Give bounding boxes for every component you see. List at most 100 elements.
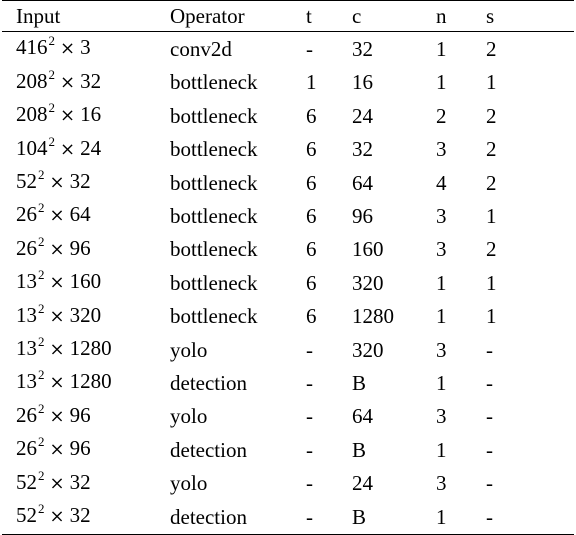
cell-c: 160	[352, 237, 384, 262]
input-base: 13	[16, 336, 37, 361]
cell-input: 522 × 32	[2, 166, 170, 199]
input-channels: 32	[69, 169, 91, 194]
cell-operator: yolo	[170, 337, 208, 362]
cell-n: 3	[436, 237, 447, 262]
table-row: 132 × 320 bottleneck 6 1280 1 1	[2, 300, 574, 333]
times-symbol: ×	[60, 71, 76, 93]
input-exponent: 2	[38, 334, 45, 350]
header-row: Input Operator t c n s	[2, 0, 574, 33]
cell-input: 4162 × 3	[2, 32, 170, 66]
times-symbol: ×	[49, 272, 65, 294]
cell-c: 32	[352, 137, 373, 162]
input-exponent: 2	[38, 434, 45, 450]
cell-input: 132 × 1280	[2, 366, 170, 399]
cell-input: 2082 × 16	[2, 99, 170, 132]
cell-t: -	[306, 471, 313, 496]
times-symbol: ×	[60, 138, 76, 160]
cell-t: 6	[306, 170, 317, 195]
table-body: 4162 × 3 conv2d -32 1 2 2082 × 32 bottleneck 1 16 1 1 2…	[2, 32, 574, 535]
input-channels: 1280	[69, 369, 112, 394]
times-symbol: ×	[49, 172, 65, 194]
cell-s: 2	[486, 103, 497, 128]
times-symbol: ×	[60, 105, 76, 127]
cell-s: -	[486, 471, 493, 496]
input-exponent: 2	[38, 367, 45, 383]
cell-s: 2	[486, 170, 497, 195]
table-row: 2082 × 32 bottleneck 1 16 1 1	[2, 66, 574, 99]
table-row: 1042 × 24 bottleneck 6 32 3 2	[2, 133, 574, 166]
cell-input: 132 × 160	[2, 266, 170, 299]
table-row: 2082 × 16 bottleneck 6 24 2 2	[2, 99, 574, 132]
cell-operator: detection	[170, 370, 247, 395]
header-operator: Operator	[170, 0, 306, 33]
cell-n: 4	[436, 170, 447, 195]
table-row: 262 × 96 bottleneck 6 160 3 2	[2, 233, 574, 266]
input-base: 26	[16, 235, 37, 260]
input-base: 26	[16, 436, 37, 461]
times-symbol: ×	[49, 506, 65, 528]
cell-operator: bottleneck	[170, 270, 258, 295]
cell-n: 3	[436, 471, 447, 496]
header-t: t	[306, 0, 352, 33]
input-channels: 16	[80, 102, 102, 127]
table-row: 262 × 64 bottleneck 6 96 3 1	[2, 199, 574, 232]
cell-t: -	[306, 36, 313, 61]
cell-c: 320	[352, 270, 384, 295]
input-base: 26	[16, 402, 37, 427]
cell-operator: conv2d	[170, 36, 232, 61]
input-exponent: 2	[38, 267, 45, 283]
cell-t: 6	[306, 270, 317, 295]
cell-c: 64	[352, 170, 373, 195]
input-base: 26	[16, 202, 37, 227]
cell-s: 2	[486, 36, 497, 61]
cell-s: 1	[486, 70, 497, 95]
table-row: 132 × 1280 detection - B 1-	[2, 366, 574, 399]
table-row: 262 × 96 detection - B 1-	[2, 433, 574, 466]
table-row: 522 × 32 bottleneck 6 64 4 2	[2, 166, 574, 199]
input-base: 13	[16, 302, 37, 327]
cell-s: 2	[486, 137, 497, 162]
input-channels: 96	[69, 235, 91, 260]
cell-s: -	[486, 337, 493, 362]
cell-c: 320	[352, 337, 384, 362]
input-channels: 24	[80, 135, 102, 160]
input-channels: 32	[69, 469, 91, 494]
cell-c: B	[352, 500, 436, 535]
cell-input: 132 × 320	[2, 300, 170, 333]
cell-t: 6	[306, 237, 317, 262]
cell-input: 1042 × 24	[2, 133, 170, 166]
cell-n: 1	[436, 370, 447, 395]
cell-t: -	[306, 370, 313, 395]
cell-s: 1	[486, 203, 497, 228]
header-input: Input	[2, 0, 170, 33]
cell-input: 522 × 32	[2, 467, 170, 500]
cell-input: 262 × 64	[2, 199, 170, 232]
times-symbol: ×	[49, 405, 65, 427]
cell-t: 6	[306, 103, 317, 128]
input-exponent: 2	[48, 66, 56, 82]
cell-operator: detection	[170, 437, 247, 462]
cell-t: -	[306, 500, 352, 535]
cell-operator: bottleneck	[170, 103, 258, 128]
input-channels: 3	[80, 35, 91, 60]
cell-c: B	[352, 437, 367, 462]
cell-c: 1280	[352, 304, 394, 329]
input-exponent: 2	[38, 200, 45, 216]
input-exponent: 2	[38, 300, 45, 316]
cell-operator: yolo	[170, 404, 208, 429]
cell-t: 6	[306, 304, 317, 329]
input-exponent: 2	[48, 33, 56, 49]
input-base: 52	[16, 169, 37, 194]
cell-operator: bottleneck	[170, 70, 258, 95]
cell-t: 6	[306, 137, 317, 162]
cell-t: -	[306, 404, 313, 429]
input-exponent: 2	[38, 167, 45, 183]
input-base: 52	[16, 469, 37, 494]
cell-c: 16	[352, 70, 373, 95]
input-exponent: 2	[48, 133, 56, 149]
cell-c: 32	[352, 36, 373, 61]
input-exponent: 2	[38, 233, 45, 249]
input-channels: 320	[69, 302, 102, 327]
cell-operator: yolo	[170, 471, 208, 496]
